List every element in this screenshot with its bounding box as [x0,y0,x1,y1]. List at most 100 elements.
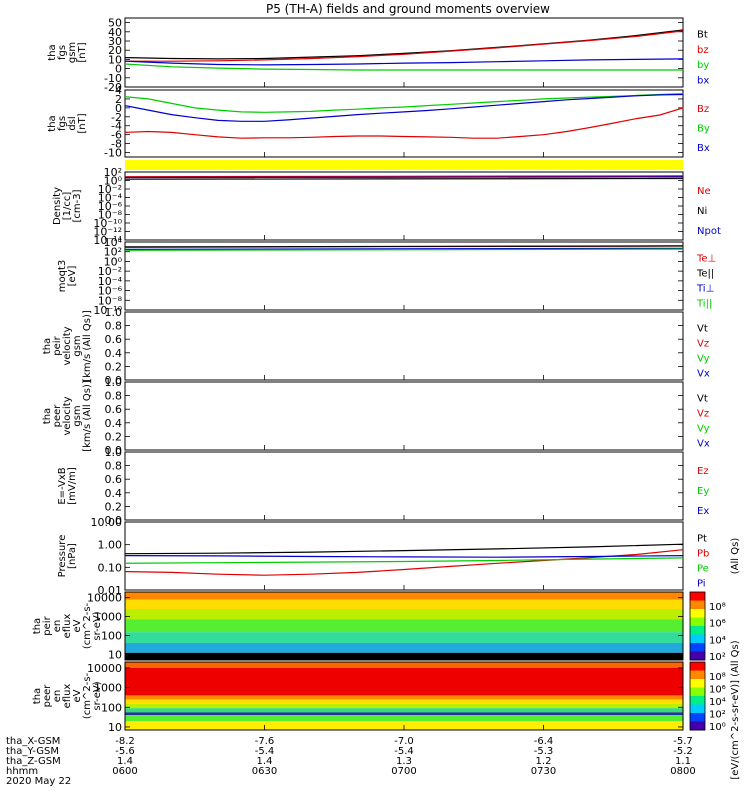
x-row-value: 1.1 [675,756,691,767]
y-tick-label: 10⁻⁴ [98,275,123,288]
y-tick-label: -2 [111,111,122,124]
colorbar-segment [690,662,705,671]
heatmap-band [125,609,683,620]
colorbar-tick-label: 10⁰ [709,722,726,733]
colorbar-segment [690,634,705,644]
x-row-value: -8.2 [115,736,135,747]
series-line-Bz [124,107,684,139]
colorbar-tick-label: 10⁶ [709,619,726,630]
series-line-By [124,93,684,113]
colorbar-tick-label: 10⁴ [709,635,726,646]
y-tick-label: -20 [104,81,122,94]
heatmap-band [125,667,683,696]
heatmap-band [125,703,683,709]
y-axis-label: velocity [62,396,73,435]
y-tick-label: 10² [104,246,122,259]
y-tick-label: 0.2 [105,430,123,443]
y-tick-label: 10.00 [91,516,123,529]
y-tick-label: 0.2 [105,500,123,513]
series-line-Ne [124,175,684,178]
series-line-Pe [124,557,684,564]
x-row-value: 1.4 [117,756,133,767]
legend-label: Npot [697,226,721,237]
y-tick-label: 0.0 [105,514,123,527]
y-axis-label: (cm^2-s- [82,602,93,649]
x-row-value: 0600 [112,766,137,777]
legend-label: Vt [697,324,708,335]
y-axis-label: E=-VxB [57,467,68,504]
series-line-Ni [124,177,684,180]
colorbar-segment [690,704,705,714]
y-tick-label: 0.6 [105,333,123,346]
series-line-Te|| [124,245,684,248]
date-label: 2020 May 22 [6,776,71,787]
heatmap-band [125,699,683,704]
y-tick-label: 0.0 [105,444,123,457]
legend-label: Ey [697,486,709,497]
legend-label: Vz [697,409,709,420]
series-line-Ti⊥ [124,247,684,250]
colorbar-segment [690,713,705,722]
panel-frame [124,241,684,311]
y-tick-label: 10⁻⁶ [98,200,123,213]
x-row-label: tha_Y-GSM [6,746,59,757]
heatmap-band [125,592,683,600]
y-tick-label: 1.0 [105,376,123,389]
legend-label: Pb [697,549,709,560]
legend-label: Bz [697,104,709,115]
x-row-value: -5.4 [255,746,275,757]
x-row-value: 0800 [670,766,695,777]
heatmap-band [125,662,683,668]
y-tick-label: 100 [101,701,122,714]
legend-label: Vt [697,394,708,405]
y-tick-label: 0.10 [98,561,123,574]
x-row-value: -5.4 [394,746,414,757]
y-axis-label: sr-eV) [92,681,103,710]
series-line-Ti|| [124,248,684,251]
panel-frame [124,17,684,88]
y-tick-label: 10⁻¹⁰ [93,217,122,230]
y-tick-label: 0 [115,63,122,76]
x-row-value: -6.4 [534,736,554,747]
heatmap-band [125,642,683,653]
y-tick-label: 40 [108,26,122,39]
panel-frame [124,171,684,241]
y-tick-label: 1.0 [105,446,123,459]
panel-pressure: 10.00 1.00 0.10 0.01 Pressure [nPa] Pt Pb Pe Pi (A… [57,516,741,597]
heatmap-band [125,632,683,643]
y-axis-label: gsm [67,42,78,63]
colorbar-segment [690,643,705,652]
legend-label: bx [697,75,709,86]
y-tick-label: 10⁻² [98,183,122,196]
colorbar-tick-label: 10² [709,710,726,721]
y-tick-label: 0.4 [105,417,123,430]
y-tick-label: 0.6 [105,403,123,416]
y-axis-label: [eV] [67,266,78,287]
y-axis-label: peer [42,684,53,708]
series-line-Pb [124,549,684,576]
panel-fgs_dsl: 420-2-4-6-8-10 tha fgs dsl [nT] Bz By Bx [47,84,710,160]
legend-label: Vx [697,369,710,380]
y-axis-label: eV [72,689,83,702]
colorbar-segment [690,609,705,618]
y-axis-label: eV [72,619,83,632]
series-line-by [124,63,683,71]
y-axis-label: eflux [62,684,73,709]
colorbar-segment [690,651,705,661]
y-axis-label: tha [42,408,53,424]
y-tick-label: 50 [108,17,122,30]
flag-bar [125,160,683,170]
y-axis-label: (cm^2-s- [82,672,93,719]
y-axis-label: [nPa] [67,543,78,569]
y-tick-label: -6 [111,129,122,142]
y-axis-label: sr-eV) [92,611,103,640]
y-tick-label: 0.8 [105,320,123,333]
x-row-value: 1.2 [536,756,552,767]
x-row-value: -5.6 [115,746,135,757]
colorbar-segment [690,679,705,688]
